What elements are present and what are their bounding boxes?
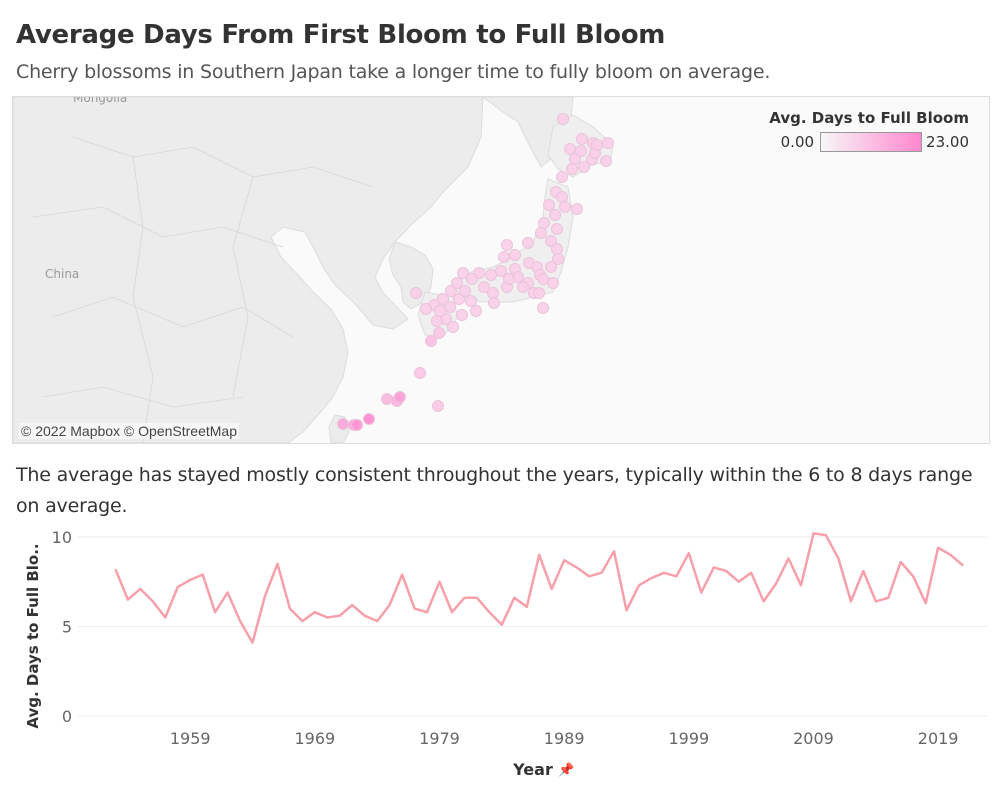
series-line[interactable] <box>114 532 964 644</box>
station-marker[interactable] <box>363 413 375 425</box>
station-marker[interactable] <box>495 265 507 277</box>
bloom-map[interactable]: Mongolia China © 2022 Mapbox © OpenStree… <box>12 96 990 444</box>
station-marker[interactable] <box>498 251 510 263</box>
y-axis-ticks: 0 5 10 <box>52 528 72 726</box>
station-marker[interactable] <box>420 303 432 315</box>
station-marker[interactable] <box>566 163 578 175</box>
map-label-china: China <box>45 267 80 281</box>
station-marker[interactable] <box>557 113 569 125</box>
station-marker[interactable] <box>503 273 515 285</box>
station-marker[interactable] <box>551 223 563 235</box>
map-label-mongolia: Mongolia <box>73 96 128 105</box>
station-marker[interactable] <box>551 243 563 255</box>
legend-min-label: 0.00 <box>780 133 815 151</box>
station-marker[interactable] <box>556 191 568 203</box>
station-marker[interactable] <box>600 155 612 167</box>
page-subtitle: Cherry blossoms in Southern Japan take a… <box>16 61 771 83</box>
station-marker[interactable] <box>591 139 603 151</box>
y-axis-label: Avg. Days to Full Blo.. <box>24 543 42 728</box>
x-tick-label: 1959 <box>170 729 211 748</box>
map-canvas[interactable] <box>13 97 989 443</box>
station-marker[interactable] <box>466 273 478 285</box>
province-borders <box>32 136 374 443</box>
station-marker[interactable] <box>533 287 545 299</box>
legend-title: Avg. Days to Full Bloom <box>769 109 969 127</box>
station-marker[interactable] <box>478 281 490 293</box>
page-title: Average Days From First Bloom to Full Bl… <box>16 20 666 50</box>
map-attribution[interactable]: © 2022 Mapbox © OpenStreetMap <box>19 423 239 439</box>
station-marker[interactable] <box>547 277 559 289</box>
station-marker[interactable] <box>576 133 588 145</box>
korean-peninsula <box>388 241 434 310</box>
station-marker[interactable] <box>575 145 587 157</box>
y-tick-label: 0 <box>62 707 72 726</box>
station-marker[interactable] <box>457 267 469 279</box>
bloom-stations[interactable] <box>337 113 614 431</box>
station-marker[interactable] <box>410 287 422 299</box>
station-marker[interactable] <box>465 295 477 307</box>
station-marker[interactable] <box>559 201 571 213</box>
x-axis-ticks: 1959 1969 1979 1989 1999 2009 2019 <box>170 729 959 748</box>
y-tick-label: 10 <box>52 528 72 547</box>
pin-icon[interactable]: 📌 <box>558 761 574 778</box>
station-marker[interactable] <box>381 393 393 405</box>
station-marker[interactable] <box>437 293 449 305</box>
station-marker[interactable] <box>445 285 457 297</box>
station-marker[interactable] <box>545 235 557 247</box>
station-marker[interactable] <box>337 418 349 430</box>
station-marker[interactable] <box>537 273 549 285</box>
station-marker[interactable] <box>351 419 363 431</box>
station-marker[interactable] <box>517 281 529 293</box>
station-marker[interactable] <box>414 367 426 379</box>
station-marker[interactable] <box>509 249 521 261</box>
x-tick-label: 2009 <box>793 729 834 748</box>
mainland-asia <box>13 97 484 443</box>
chart-canvas[interactable]: 0 5 10 1959 1969 1979 1989 1999 2009 2019 Avg. D… <box>0 520 1000 800</box>
station-marker[interactable] <box>444 301 456 313</box>
station-marker[interactable] <box>538 217 550 229</box>
station-marker[interactable] <box>578 161 590 173</box>
station-marker[interactable] <box>431 315 443 327</box>
station-marker[interactable] <box>556 171 568 183</box>
y-tick-label: 5 <box>62 617 72 636</box>
station-marker[interactable] <box>434 305 446 317</box>
station-marker[interactable] <box>433 327 445 339</box>
x-tick-label: 1969 <box>294 729 335 748</box>
station-marker[interactable] <box>535 227 547 239</box>
station-marker[interactable] <box>602 137 614 149</box>
chart-caption: The average has stayed mostly consistent… <box>16 464 973 517</box>
station-marker[interactable] <box>447 321 459 333</box>
station-marker[interactable] <box>552 253 564 265</box>
station-marker[interactable] <box>501 239 513 251</box>
station-marker[interactable] <box>425 335 437 347</box>
station-marker[interactable] <box>549 209 561 221</box>
station-marker[interactable] <box>456 309 468 321</box>
chart-grid <box>78 536 988 717</box>
x-axis-label: Year <box>512 760 553 779</box>
station-marker[interactable] <box>453 293 465 305</box>
station-marker[interactable] <box>543 199 555 211</box>
color-legend: Avg. Days to Full Bloom 0.00 23.00 <box>759 109 969 152</box>
station-marker[interactable] <box>537 302 549 314</box>
legend-max-label: 23.00 <box>926 133 969 151</box>
line-chart[interactable]: 0 5 10 1959 1969 1979 1989 1999 2009 2019 Avg. D… <box>0 520 1000 800</box>
station-marker[interactable] <box>485 269 497 281</box>
station-marker[interactable] <box>571 203 583 215</box>
station-marker[interactable] <box>459 285 471 297</box>
station-marker[interactable] <box>470 305 482 317</box>
station-marker[interactable] <box>451 277 463 289</box>
x-tick-label: 1979 <box>419 729 460 748</box>
station-marker[interactable] <box>432 400 444 412</box>
x-tick-label: 1989 <box>544 729 585 748</box>
station-marker[interactable] <box>487 287 499 299</box>
x-tick-label: 1999 <box>668 729 709 748</box>
legend-gradient-bar <box>820 132 923 152</box>
station-marker[interactable] <box>522 237 534 249</box>
x-tick-label: 2019 <box>918 729 959 748</box>
station-marker[interactable] <box>394 391 406 403</box>
station-marker[interactable] <box>488 297 500 309</box>
station-marker[interactable] <box>564 143 576 155</box>
station-marker[interactable] <box>545 261 557 273</box>
